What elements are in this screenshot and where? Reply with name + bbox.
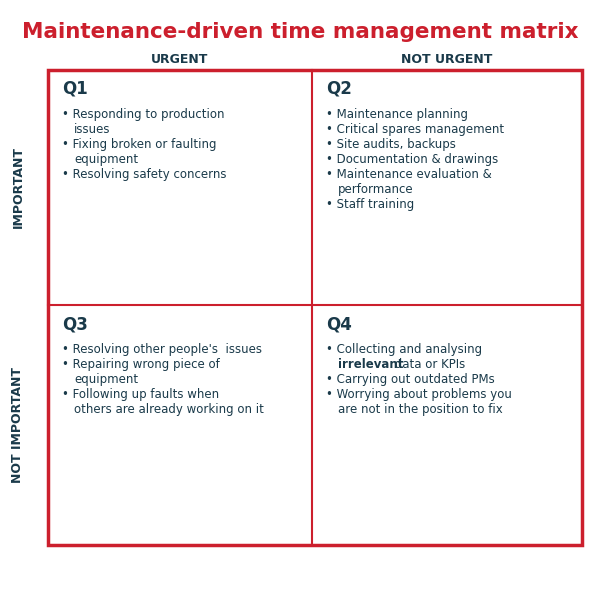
Text: Q4: Q4 bbox=[326, 315, 352, 333]
Text: • Responding to production: • Responding to production bbox=[62, 108, 224, 121]
Text: • Maintenance evaluation &: • Maintenance evaluation & bbox=[326, 168, 492, 181]
Text: • Resolving other people's  issues: • Resolving other people's issues bbox=[62, 343, 262, 356]
Text: data or KPIs: data or KPIs bbox=[391, 358, 465, 371]
Text: • Staff training: • Staff training bbox=[326, 198, 414, 211]
Text: • Worrying about problems you: • Worrying about problems you bbox=[326, 388, 512, 401]
Text: equipment: equipment bbox=[74, 153, 138, 166]
Text: • Site audits, backups: • Site audits, backups bbox=[326, 138, 456, 151]
Text: IMPORTANT: IMPORTANT bbox=[11, 146, 25, 229]
Text: URGENT: URGENT bbox=[151, 53, 209, 66]
Text: performance: performance bbox=[338, 183, 413, 196]
Bar bbox=[48, 70, 582, 545]
Text: • Resolving safety concerns: • Resolving safety concerns bbox=[62, 168, 227, 181]
Text: Q3: Q3 bbox=[62, 315, 88, 333]
Text: • Collecting and analysing: • Collecting and analysing bbox=[326, 343, 482, 356]
Text: • Fixing broken or faulting: • Fixing broken or faulting bbox=[62, 138, 217, 151]
Text: Q1: Q1 bbox=[62, 80, 88, 98]
Text: • Documentation & drawings: • Documentation & drawings bbox=[326, 153, 498, 166]
Text: • Following up faults when: • Following up faults when bbox=[62, 388, 219, 401]
Text: • Carrying out outdated PMs: • Carrying out outdated PMs bbox=[326, 373, 495, 386]
Text: issues: issues bbox=[74, 123, 110, 136]
Text: • Maintenance planning: • Maintenance planning bbox=[326, 108, 468, 121]
Text: • Critical spares management: • Critical spares management bbox=[326, 123, 504, 136]
Text: Maintenance-driven time management matrix: Maintenance-driven time management matri… bbox=[22, 22, 578, 42]
Text: are not in the position to fix: are not in the position to fix bbox=[338, 403, 503, 416]
Circle shape bbox=[344, 74, 560, 290]
Text: Q2: Q2 bbox=[326, 80, 352, 98]
Text: NOT URGENT: NOT URGENT bbox=[401, 53, 493, 66]
Text: equipment: equipment bbox=[74, 373, 138, 386]
Text: • Repairing wrong piece of: • Repairing wrong piece of bbox=[62, 358, 220, 371]
Text: irrelevant: irrelevant bbox=[338, 358, 403, 371]
Text: others are already working on it: others are already working on it bbox=[74, 403, 264, 416]
Text: NOT IMPORTANT: NOT IMPORTANT bbox=[11, 367, 25, 483]
